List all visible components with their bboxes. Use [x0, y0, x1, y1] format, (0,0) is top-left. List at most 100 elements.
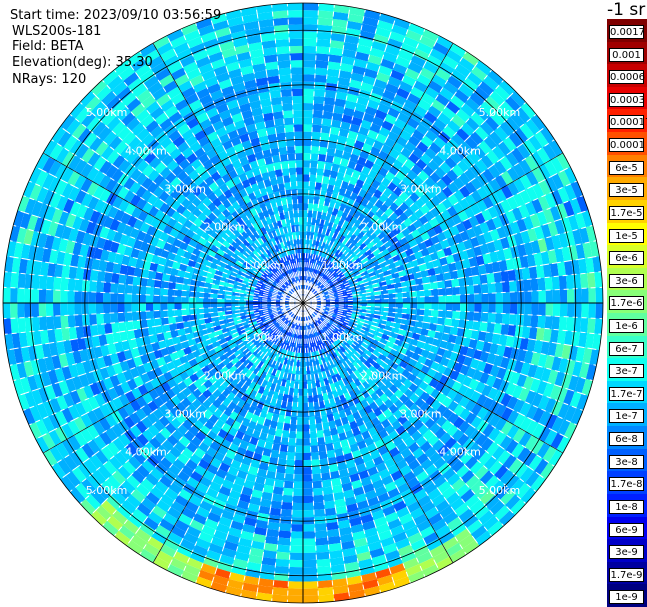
ppi-bin: [570, 180, 584, 199]
ppi-bin: [407, 152, 420, 165]
ppi-bin: [343, 247, 351, 256]
ppi-bin: [458, 172, 471, 186]
ppi-bin: [538, 163, 552, 180]
ppi-bin: [569, 198, 582, 215]
ppi-bin: [500, 170, 514, 186]
ppi-bin: [319, 234, 326, 242]
ppi-bin: [295, 445, 303, 453]
ppi-bin: [530, 151, 545, 168]
ppi-bin: [146, 310, 154, 320]
ppi-bin: [345, 213, 353, 223]
ppi-bin: [463, 168, 477, 182]
ppi-bin: [455, 108, 471, 123]
ppi-bin: [365, 284, 373, 290]
ppi-bin: [420, 269, 429, 278]
ppi-bin: [303, 95, 314, 104]
ppi-bin: [320, 465, 330, 474]
ppi-bin: [494, 106, 511, 122]
ppi-bin: [275, 472, 286, 481]
ppi-bin: [373, 33, 390, 45]
ppi-bin: [422, 164, 435, 177]
ppi-bin: [415, 123, 429, 136]
ppi-bin: [335, 91, 348, 101]
ppi-bin: [398, 212, 409, 223]
ppi-bin: [96, 313, 105, 325]
ppi-bin: [442, 271, 452, 281]
ppi-bin: [533, 225, 545, 241]
ppi-bin: [338, 234, 346, 244]
ppi-bin: [365, 210, 375, 220]
ppi-bin: [364, 280, 372, 287]
ppi-bin: [395, 135, 409, 148]
ppi-bin: [563, 200, 575, 217]
ppi-bin: [334, 269, 342, 277]
ppi-bin: [472, 224, 484, 237]
ppi-bin: [340, 180, 350, 190]
ppi-bin: [535, 265, 545, 279]
ppi-bin: [479, 273, 488, 285]
ppi-bin: [303, 467, 312, 475]
ppi-bin: [398, 81, 414, 93]
ppi-bin: [347, 262, 356, 270]
ppi-bin: [323, 104, 335, 113]
ppi-bin: [436, 231, 447, 242]
ppi-bin: [522, 139, 537, 156]
ppi-bin: [336, 271, 344, 278]
ppi-bin: [422, 28, 440, 43]
ppi-bin: [188, 303, 196, 309]
ppi-bin: [306, 224, 312, 232]
ppi-bin: [429, 171, 442, 184]
ppi-bin: [276, 551, 290, 560]
ppi-bin: [544, 160, 558, 177]
ppi-bin: [419, 193, 431, 205]
ppi-bin: [533, 252, 543, 267]
ppi-bin: [408, 135, 421, 147]
ppi-bin: [276, 132, 286, 141]
ppi-bin: [280, 89, 293, 97]
ppi-bin: [356, 230, 366, 240]
ppi-bin: [67, 278, 76, 292]
ppi-bin: [124, 311, 133, 322]
ppi-bin: [483, 135, 498, 151]
ppi-bin: [595, 287, 603, 303]
ppi-bin: [345, 222, 354, 232]
ppi-bin: [519, 255, 529, 269]
ppi-bin: [328, 177, 337, 186]
ppi-bin: [424, 296, 432, 303]
ppi-bin: [312, 480, 323, 489]
ppi-bin: [440, 209, 452, 221]
ppi-bin: [372, 248, 381, 257]
ppi-bin: [145, 303, 154, 312]
ppi-bin: [314, 254, 319, 263]
ppi-bin: [483, 231, 494, 244]
ppi-bin: [332, 231, 339, 240]
ppi-bin: [359, 30, 376, 41]
ppi-bin: [430, 183, 442, 196]
ppi-bin: [269, 89, 282, 99]
ppi-bin: [364, 68, 379, 79]
ppi-bin: [364, 106, 378, 117]
ppi-bin: [551, 234, 562, 250]
ppi-bin: [117, 283, 126, 294]
ppi-bin: [380, 248, 390, 257]
ppi-bin: [445, 100, 461, 115]
ppi-bin: [383, 253, 393, 261]
ppi-bin: [354, 162, 365, 173]
ppi-bin: [537, 315, 546, 329]
ppi-bin: [303, 17, 318, 25]
ppi-bin: [375, 72, 391, 83]
ppi-bin: [331, 163, 340, 172]
ppi-bin: [368, 271, 377, 278]
ppi-bin: [540, 251, 550, 266]
ppi-bin: [525, 118, 540, 136]
ppi-bin: [310, 261, 315, 269]
ppi-bin: [487, 164, 501, 179]
ppi-bin: [316, 255, 321, 263]
ppi-bin: [489, 90, 506, 107]
ppi-bin: [531, 167, 545, 184]
ppi-bin: [286, 452, 296, 460]
ppi-bin: [174, 309, 183, 317]
ppi-bin: [294, 452, 303, 461]
ppi-bin: [316, 31, 332, 41]
ppi-bin: [424, 176, 436, 189]
